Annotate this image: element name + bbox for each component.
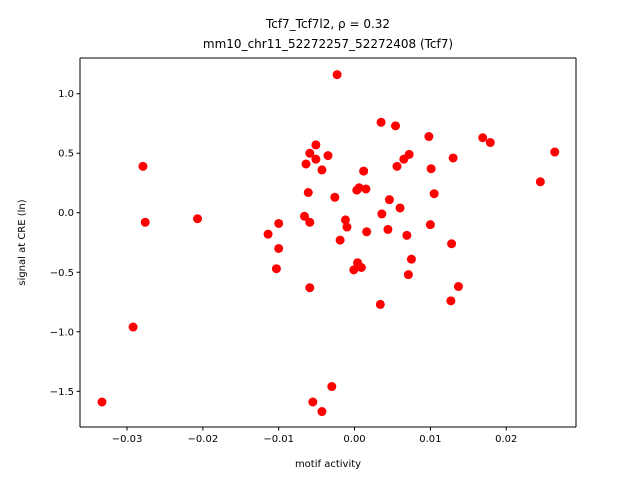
data-point xyxy=(305,283,315,293)
data-point xyxy=(263,229,273,239)
data-point xyxy=(375,299,385,309)
data-point xyxy=(402,230,412,240)
data-point xyxy=(305,148,315,158)
data-point xyxy=(406,254,416,264)
data-point xyxy=(429,189,439,199)
data-point xyxy=(128,322,138,332)
x-axis-label: motif activity xyxy=(295,459,361,470)
data-point xyxy=(323,151,333,161)
x-tick-label: −0.01 xyxy=(263,434,294,445)
data-point xyxy=(340,215,350,225)
data-point xyxy=(453,282,463,292)
x-tick-label: −0.03 xyxy=(112,434,143,445)
plot-area xyxy=(80,58,576,427)
y-tick-label: −1.5 xyxy=(50,387,74,398)
data-point xyxy=(299,211,309,221)
data-point xyxy=(193,214,203,224)
data-point xyxy=(327,382,337,392)
data-point xyxy=(361,184,371,194)
data-point xyxy=(426,164,436,174)
data-point xyxy=(342,222,352,232)
chart-title-line1: Tcf7_Tcf7l2, ρ = 0.32 xyxy=(265,17,390,31)
y-tick-label: −0.5 xyxy=(50,268,74,279)
data-point xyxy=(140,217,150,227)
data-point xyxy=(447,239,457,249)
data-point xyxy=(354,183,364,193)
data-point xyxy=(303,188,313,198)
data-point xyxy=(274,243,284,253)
y-tick-label: 0.0 xyxy=(58,208,74,219)
data-point xyxy=(391,121,400,131)
data-point xyxy=(274,218,284,228)
data-point xyxy=(301,159,311,169)
data-point xyxy=(404,149,414,159)
data-point xyxy=(356,263,366,272)
data-point xyxy=(377,209,387,219)
y-tick-label: 0.5 xyxy=(58,149,74,160)
axes-frame xyxy=(79,57,577,428)
data-point xyxy=(332,70,342,80)
data-point xyxy=(138,161,148,171)
data-point xyxy=(335,235,345,245)
x-tick-label: −0.02 xyxy=(188,434,219,445)
y-tick-label: 1.0 xyxy=(58,89,74,100)
y-axis-label: signal at CRE (ln) xyxy=(17,199,28,285)
data-point xyxy=(485,138,495,148)
data-point xyxy=(478,133,488,143)
y-tick-label: −1.0 xyxy=(50,327,74,338)
chart-title-line2: mm10_chr11_52272257_52272408 (Tcf7) xyxy=(203,37,453,51)
data-point xyxy=(359,166,369,176)
x-tick-label: 0.02 xyxy=(495,434,517,445)
data-point xyxy=(425,220,435,230)
data-point xyxy=(349,265,359,275)
data-point xyxy=(271,264,281,274)
data-point xyxy=(376,117,386,127)
data-point xyxy=(362,227,372,237)
data-point xyxy=(317,165,327,175)
data-point xyxy=(424,132,434,142)
x-tick-label: 0.01 xyxy=(419,434,441,445)
data-points xyxy=(97,70,560,417)
data-point xyxy=(384,195,394,205)
data-point xyxy=(446,296,456,306)
data-point xyxy=(550,147,560,157)
data-point xyxy=(305,217,315,227)
data-point xyxy=(330,192,340,202)
data-point xyxy=(392,161,402,171)
x-tick-label: 0.00 xyxy=(343,434,365,445)
data-point xyxy=(308,397,318,407)
data-point xyxy=(383,224,393,234)
data-point xyxy=(403,270,413,280)
data-point xyxy=(448,153,458,163)
data-point xyxy=(311,154,321,164)
y-axis-ticks: −1.5 −1.0 −0.5 0.0 0.5 1.0 xyxy=(50,89,80,398)
x-axis-ticks: −0.03 −0.02 −0.01 0.00 0.01 0.02 xyxy=(112,427,517,445)
data-point xyxy=(97,397,107,407)
data-point xyxy=(395,203,405,213)
data-point xyxy=(317,407,327,417)
data-point xyxy=(311,140,321,150)
data-point xyxy=(535,177,545,187)
